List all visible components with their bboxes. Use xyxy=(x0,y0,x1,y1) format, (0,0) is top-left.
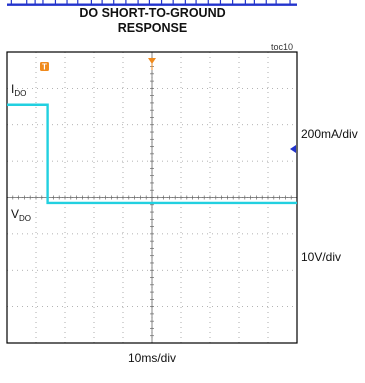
plot-frame xyxy=(6,51,298,344)
chart-title-line1: DO SHORT-TO-GROUND xyxy=(79,6,226,20)
chart-title-line2: RESPONSE xyxy=(117,21,188,35)
timebase-label: 10ms/div xyxy=(127,351,177,365)
ch1-ground-marker-icon xyxy=(290,145,296,153)
graticule xyxy=(7,52,297,343)
trace-label-vdo-sub: DO xyxy=(19,214,32,223)
vdo-trace xyxy=(7,103,297,205)
ch1-scale-label: 200mA/div xyxy=(301,127,358,141)
trigger-marker-icon xyxy=(148,58,156,70)
trace-label-ido-main: I xyxy=(11,82,15,96)
trace-label-vdo: VDO xyxy=(11,207,31,223)
svg-text:T: T xyxy=(42,63,47,72)
trace-label-vdo-main: V xyxy=(11,207,20,221)
ch2-scale-label: 10V/div xyxy=(301,250,342,264)
figure-id: toc10 xyxy=(271,42,294,52)
trace-label-ido-sub: DO xyxy=(14,89,27,98)
trigger-t-icon: T xyxy=(40,62,49,72)
traces xyxy=(7,0,297,205)
chart-title: DO SHORT-TO-GROUND RESPONSE xyxy=(0,6,305,36)
trace-label-ido: IDO xyxy=(11,82,26,98)
